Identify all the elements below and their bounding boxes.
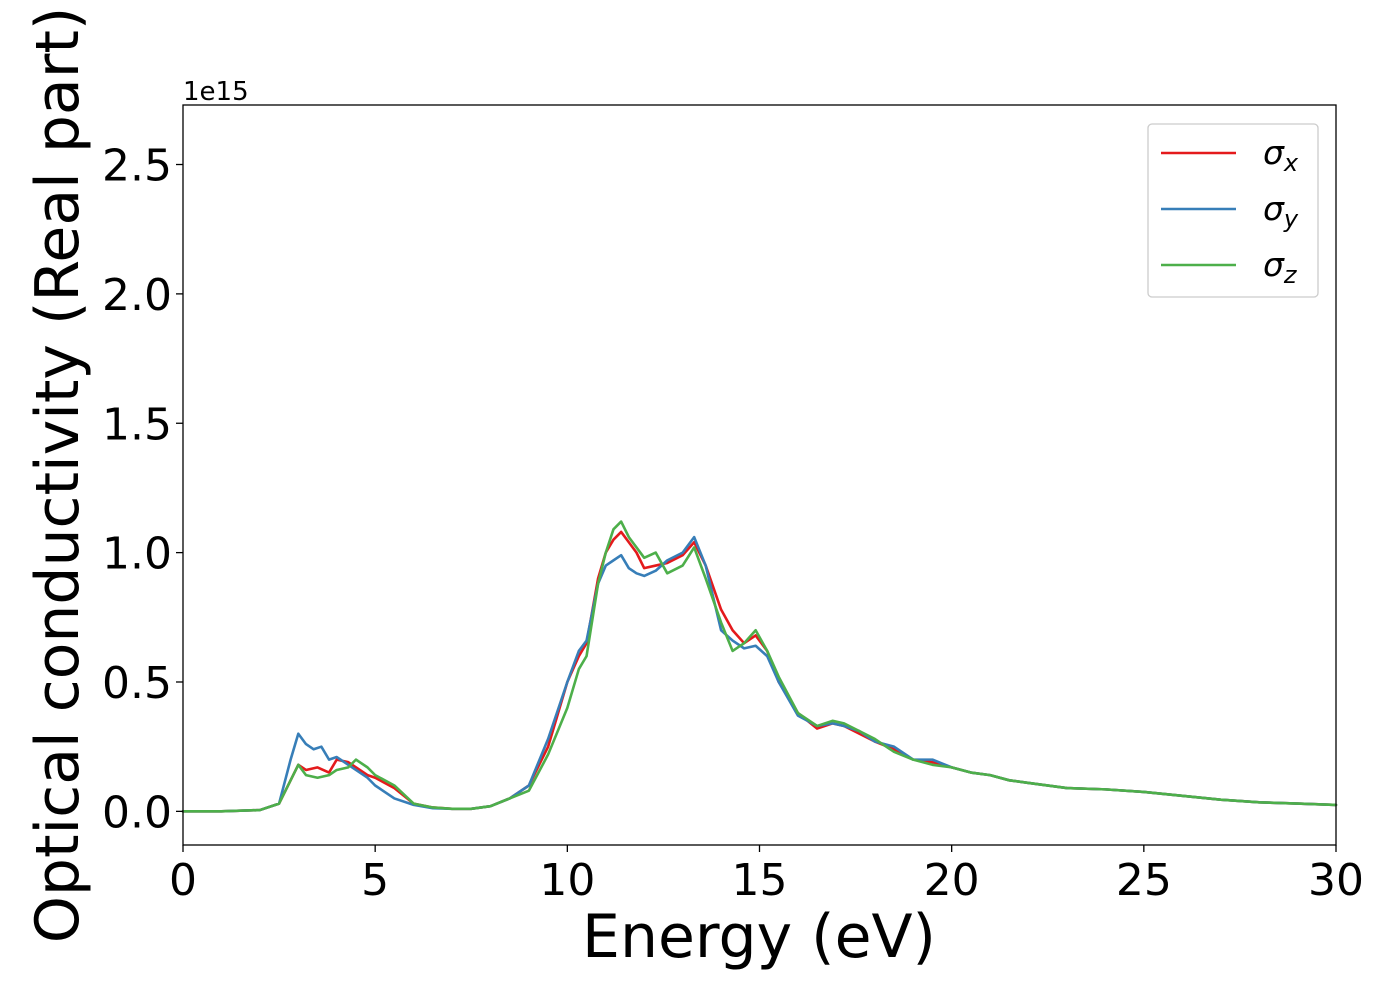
legend-label-z: σz bbox=[1263, 245, 1298, 289]
x-tick-label: 30 bbox=[1308, 855, 1364, 906]
x-tick-label: 25 bbox=[1116, 855, 1172, 906]
x-tick-label: 0 bbox=[169, 855, 197, 906]
y-offset-label: 1e15 bbox=[183, 77, 249, 107]
plot-background bbox=[183, 105, 1336, 845]
y-tick-label: 2.0 bbox=[102, 270, 172, 321]
y-tick-label: 1.5 bbox=[102, 399, 172, 450]
legend-label-x: σx bbox=[1263, 133, 1299, 177]
legend-label-y: σy bbox=[1263, 189, 1299, 233]
y-tick-label: 1.0 bbox=[102, 529, 172, 580]
x-tick-label: 20 bbox=[924, 855, 980, 906]
series-layer bbox=[181, 520, 1338, 813]
legend-box bbox=[1147, 123, 1319, 298]
y-tick-label: 2.5 bbox=[102, 141, 172, 192]
x-axis-label: Energy (eV) bbox=[582, 902, 936, 972]
x-tick-label: 5 bbox=[361, 855, 389, 906]
y-axis-ticks: 0.0 0.5 1.0 1.5 2.0 2.5 bbox=[102, 141, 183, 838]
y-axis-label: Optical conductivity (Real part) bbox=[23, 7, 93, 944]
legend: σx σy σz bbox=[1147, 123, 1319, 298]
x-tick-label: 10 bbox=[539, 855, 595, 906]
x-tick-label: 15 bbox=[732, 855, 788, 906]
y-tick-label: 0.0 bbox=[102, 787, 172, 838]
x-axis-ticks: 0 5 10 15 20 25 30 bbox=[169, 845, 1364, 906]
series-line-z bbox=[181, 520, 1338, 813]
y-tick-label: 0.5 bbox=[102, 658, 172, 709]
